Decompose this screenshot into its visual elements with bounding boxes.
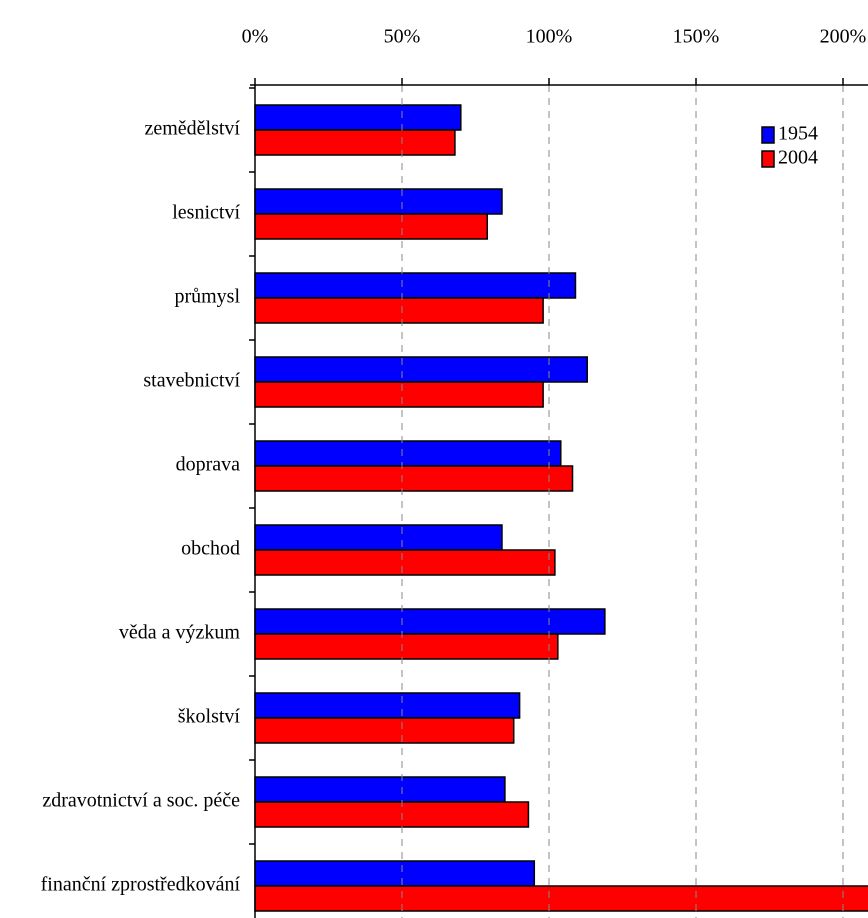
legend-swatch bbox=[761, 126, 775, 144]
bar bbox=[254, 272, 577, 299]
bar bbox=[254, 776, 506, 803]
x-tick-label: 150% bbox=[673, 26, 720, 48]
bar bbox=[254, 465, 574, 492]
bar bbox=[254, 801, 530, 828]
legend-label: 1954 bbox=[778, 123, 818, 145]
y-tick-label: věda a výzkum bbox=[119, 622, 241, 644]
legend-swatch bbox=[761, 150, 775, 168]
x-tick-label: 100% bbox=[526, 26, 573, 48]
plot-area bbox=[254, 104, 868, 912]
bar bbox=[254, 692, 521, 719]
y-tick-label: stavebnictví bbox=[143, 370, 240, 392]
x-tick-label: 0% bbox=[242, 26, 269, 48]
x-tick-label: 200% bbox=[820, 26, 867, 48]
y-tick-label: finanční zprostředkování bbox=[41, 874, 241, 896]
bar bbox=[254, 297, 544, 324]
y-tick-label: doprava bbox=[176, 454, 241, 476]
y-tick-label: lesnictví bbox=[172, 202, 240, 224]
bar bbox=[254, 104, 462, 131]
legend-label: 2004 bbox=[778, 147, 818, 169]
bar bbox=[254, 885, 868, 912]
bar bbox=[254, 356, 588, 383]
y-tick-label: obchod bbox=[181, 538, 240, 560]
bar bbox=[254, 524, 503, 551]
bar bbox=[254, 381, 544, 408]
bar bbox=[254, 633, 559, 660]
y-tick-label: zemědělství bbox=[144, 118, 240, 140]
bar bbox=[254, 717, 515, 744]
bar bbox=[254, 549, 556, 576]
bar bbox=[254, 608, 606, 635]
y-tick-label: průmysl bbox=[174, 286, 240, 308]
bar bbox=[254, 129, 456, 156]
y-tick-label: zdravotnictví a soc. péče bbox=[42, 790, 240, 812]
x-tick-label: 50% bbox=[384, 26, 421, 48]
bar bbox=[254, 213, 489, 240]
y-tick-label: školství bbox=[178, 706, 241, 728]
bar bbox=[254, 860, 536, 887]
bar bbox=[254, 440, 562, 467]
bar bbox=[254, 188, 503, 215]
